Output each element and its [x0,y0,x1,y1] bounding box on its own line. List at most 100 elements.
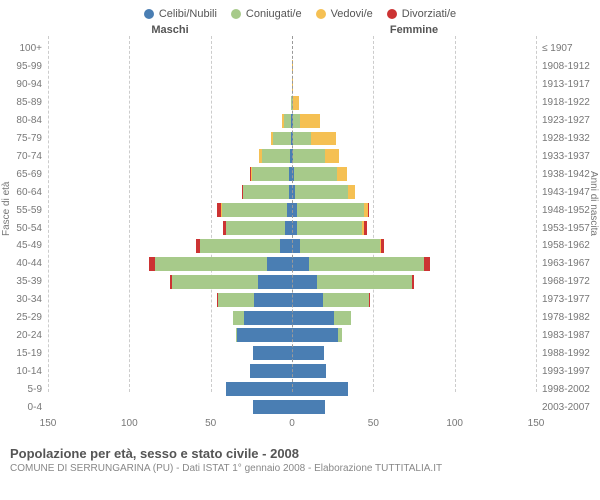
female-side [292,380,536,398]
birth-year-label: 1968-1972 [536,276,600,287]
male-bar [162,221,292,235]
bar-segment [311,132,336,146]
age-label: 75-79 [0,133,48,144]
female-bar [292,382,409,396]
bar-segment [222,203,287,217]
male-side [48,237,292,255]
bar-segment [284,114,291,128]
female-side [292,362,536,380]
age-label: 90-94 [0,79,48,90]
female-bar [292,203,429,217]
pyramid-row: 100+ ≤ 1907 [0,40,600,58]
bar-segment [292,275,317,289]
chart-title: Popolazione per età, sesso e stato civil… [10,446,590,461]
legend-item: Coniugati/e [231,8,302,20]
bar-segment [254,293,292,307]
column-headers: Maschi Femmine [0,24,600,36]
female-bar [292,275,464,289]
female-side [292,237,536,255]
bar-segment [172,275,257,289]
female-side [292,165,536,183]
male-side [48,130,292,148]
bar-segment [253,400,292,414]
legend-item: Vedovi/e [316,8,373,20]
male-side [48,291,292,309]
legend-item: Celibi/Nubili [144,8,217,20]
birth-year-label: ≤ 1907 [536,43,600,54]
age-label: 100+ [0,43,48,54]
male-side [48,362,292,380]
birth-year-label: 1988-1992 [536,348,600,359]
pyramid-row: 15-191988-1992 [0,344,600,362]
age-label: 95-99 [0,61,48,72]
female-side [292,309,536,327]
female-side [292,344,536,362]
male-side [48,183,292,201]
female-side [292,112,536,130]
bar-segment [325,149,339,163]
age-label: 10-14 [0,366,48,377]
female-side [292,327,536,345]
x-tick: 50 [205,418,216,429]
bar-segment [368,203,369,217]
female-side [292,58,536,76]
male-bar [194,346,292,360]
female-bar [292,346,380,360]
center-line [292,36,293,392]
pyramid-row: 35-39 1968-1972 [0,273,600,291]
male-bar [165,382,292,396]
birth-year-label: 1993-1997 [536,366,600,377]
male-bar [203,149,292,163]
female-bar [292,114,375,128]
male-side [48,309,292,327]
male-side [48,94,292,112]
birth-year-label: 1958-1962 [536,240,600,251]
male-side [48,219,292,237]
bar-segment [262,149,291,163]
legend-swatch [387,9,397,19]
bar-segment [285,221,292,235]
bar-segment [233,311,244,325]
age-label: 35-39 [0,276,48,287]
male-bar [274,96,292,110]
pyramid-row: 40-441963-1967 [0,255,600,273]
pyramid-row: 60-641943-1947 [0,183,600,201]
bar-segment [293,96,298,110]
bar-segment [292,328,338,342]
female-bar [292,328,403,342]
bar-segment [292,346,324,360]
female-bar [292,78,307,92]
x-tick: 150 [528,418,545,429]
bar-area [48,398,536,416]
bar-segment [338,328,342,342]
female-bar [292,221,427,235]
male-bar [181,185,292,199]
pyramid-row: 85-891918-1922 [0,94,600,112]
bar-segment [200,239,280,253]
bar-segment [244,311,292,325]
birth-year-label: 2003-2007 [536,402,600,413]
birth-year-label: 1963-1967 [536,258,600,269]
bar-segment [317,275,411,289]
pyramid-row: 0-42003-2007 [0,398,600,416]
female-bar [292,167,407,181]
bar-segment [295,185,348,199]
bar-segment [252,167,289,181]
bar-segment [243,185,289,199]
pyramid-row: 65-691938-1942 [0,165,600,183]
male-bar [157,203,292,217]
legend-label: Coniugati/e [246,8,302,20]
male-side [48,40,292,58]
bar-segment [292,364,326,378]
male-side [48,76,292,94]
legend-swatch [316,9,326,19]
male-bar [157,293,292,307]
male-bar [194,400,292,414]
male-bar [139,239,292,253]
pyramid-row: 75-791928-1932 [0,130,600,148]
male-side [48,255,292,273]
bar-segment [250,364,292,378]
female-side [292,183,536,201]
age-label: 30-34 [0,294,48,305]
bar-segment [155,257,267,271]
